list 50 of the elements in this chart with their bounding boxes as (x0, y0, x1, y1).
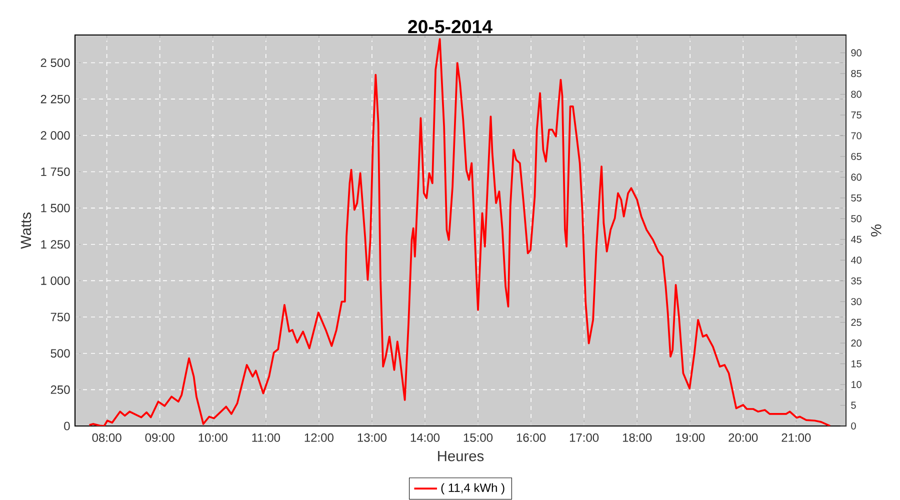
x-tick-label: 17:00 (570, 433, 599, 442)
y-tick-label: 2 500 (40, 58, 70, 68)
y2-tick-label: 45 (850, 236, 862, 243)
x-tick-label: 11:00 (252, 433, 280, 442)
y2-tick-label: 55 (851, 194, 862, 202)
x-tick-label: 14:00 (410, 433, 440, 442)
x-tick-label: 09:00 (145, 433, 174, 442)
x-tick-label: 16:00 (516, 433, 546, 442)
y2-tick-label: 35 (851, 277, 862, 284)
y-tick-label: 1 000 (41, 276, 70, 285)
y-tick-label: 1 500 (41, 204, 70, 212)
line-series (88, 38, 832, 426)
y-tick-label: 250 (50, 385, 70, 394)
y2-tick-label: 25 (851, 318, 862, 326)
y2-tick-label: 80 (851, 90, 862, 98)
y2-tick-label: 5 (851, 402, 856, 409)
x-tick-label: 18:00 (622, 433, 652, 442)
x-tick-label: 10:00 (198, 433, 228, 442)
y2-tick-label: 60 (851, 174, 862, 181)
y2-tick-label: 90 (851, 49, 862, 56)
y2-tick-label: 40 (850, 256, 862, 264)
y2-tick-label: 20 (851, 340, 862, 347)
y2-tick-label: 30 (851, 298, 862, 306)
legend-label: ( 11,4 kWh ) (441, 483, 504, 494)
y2-tick-label: 0 (851, 422, 856, 430)
y-tick-label: 2 250 (40, 94, 70, 104)
y-tick-label: 1 750 (41, 167, 70, 176)
y2-tick-label: 85 (851, 70, 862, 78)
x-tick-label: 08:00 (92, 433, 122, 442)
y2-tick-label: 75 (851, 112, 862, 119)
y-tick-label: 0 (64, 422, 70, 430)
x-tick-label: 13:00 (358, 433, 386, 442)
y-axis-title: Watts (20, 212, 32, 249)
x-tick-label: 20:00 (728, 433, 758, 442)
y-tick-label: 750 (50, 312, 70, 322)
y-tick-label: 2 000 (40, 131, 70, 140)
y2-tick-label: 50 (851, 215, 862, 222)
y2-tick-label: 65 (851, 152, 862, 160)
x-axis-title: Heures (438, 451, 484, 462)
y2-tick-label: 10 (851, 380, 862, 388)
x-tick-label: 12:00 (304, 433, 334, 442)
y-tick-label: 500 (50, 349, 70, 358)
y-tick-label: 1 250 (41, 240, 70, 249)
x-tick-label: 19:00 (676, 433, 705, 442)
x-tick-label: 15:00 (464, 433, 493, 442)
y2-axis-title: % (871, 224, 882, 236)
y2-tick-label: 15 (851, 360, 862, 368)
chart-title: 20-5-2014 (408, 20, 492, 34)
y2-tick-label: 70 (851, 132, 862, 140)
x-tick-label: 21:00 (782, 433, 811, 442)
